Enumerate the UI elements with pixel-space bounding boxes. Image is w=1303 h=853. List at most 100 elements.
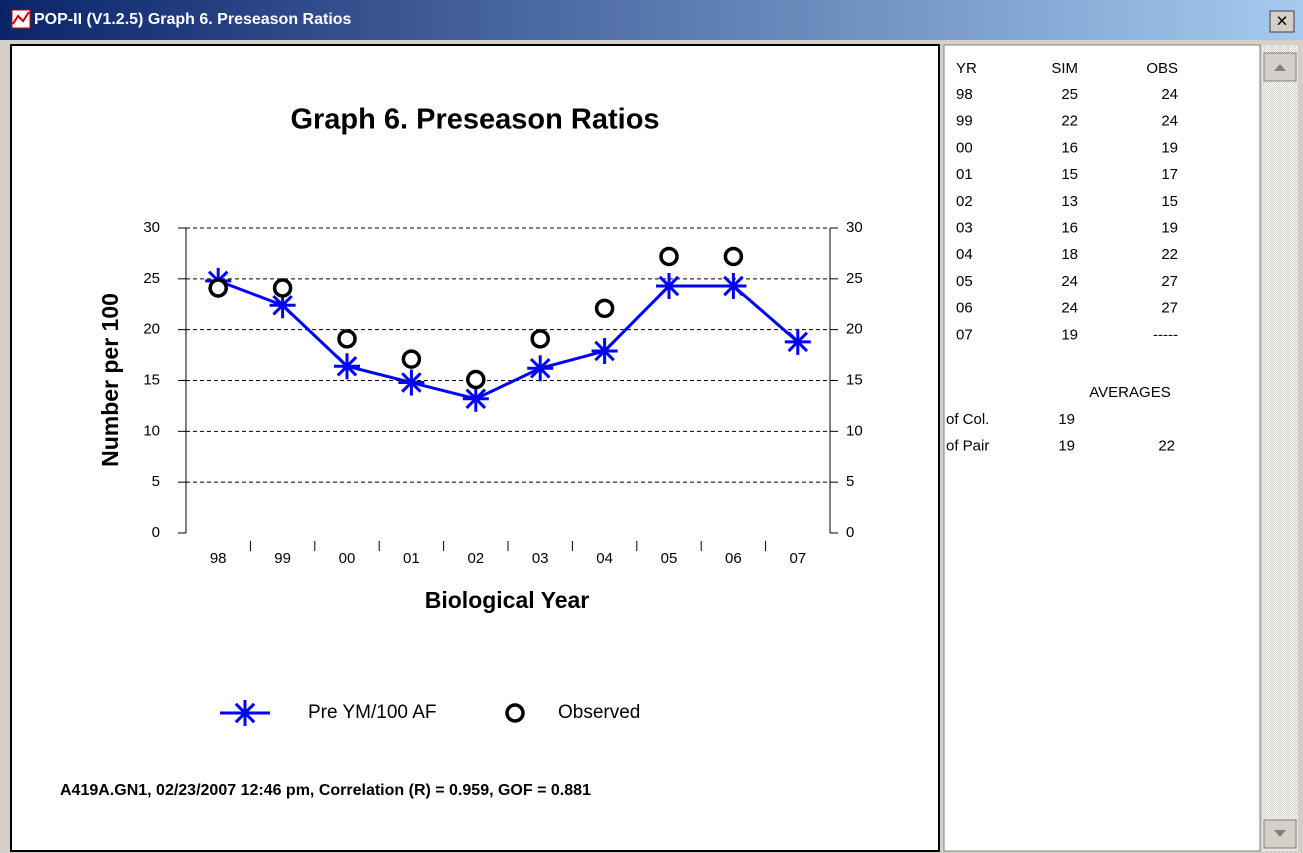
- circle-marker: [466, 369, 486, 390]
- x-tick-label: 06: [725, 550, 742, 567]
- star-marker: [591, 338, 618, 365]
- footer: A419A.GN1, 02/23/2007 12:46 pm, Correlat…: [60, 782, 591, 799]
- series-line: [217, 279, 799, 401]
- y-tick-label: 0: [152, 524, 160, 541]
- table-cell: 18: [1061, 246, 1078, 263]
- marker-spoke: [658, 275, 680, 297]
- y-tick-label: 25: [143, 270, 160, 287]
- table-cell: 00: [956, 139, 973, 156]
- circle-marker: [337, 329, 357, 349]
- y2-tick-label: 20: [846, 321, 863, 338]
- title-bar: [0, 0, 1303, 40]
- x-tick-label: 98: [210, 550, 227, 567]
- table-cell: 24: [1061, 273, 1078, 290]
- circle-marker: [401, 349, 422, 369]
- table-cell: 05: [956, 273, 973, 290]
- y-axis-label: Number per 100: [97, 293, 123, 467]
- averages-title: AVERAGES: [1089, 384, 1170, 401]
- col-header: YR: [956, 60, 977, 77]
- y-tick-label: 5: [152, 473, 160, 490]
- table-cell: 16: [1061, 139, 1078, 156]
- col-header: SIM: [1051, 60, 1078, 77]
- star-marker: [784, 328, 811, 355]
- scroll-up-arrow: [1274, 64, 1286, 71]
- marker-spoke: [529, 358, 551, 379]
- scroll-down-arrow: [1274, 830, 1286, 837]
- star-marker: [527, 355, 554, 382]
- average-cell: 22: [1158, 437, 1175, 454]
- y-tick-label: 10: [143, 422, 160, 439]
- table-cell: 06: [956, 300, 973, 317]
- marker-spoke: [787, 331, 809, 353]
- table-cell: -----: [1153, 326, 1178, 343]
- star-marker: [720, 272, 747, 299]
- circle-marker: [723, 246, 744, 267]
- table-cell: 98: [956, 86, 973, 103]
- x-tick-label: 01: [403, 550, 420, 567]
- table-cell: 24: [1161, 113, 1178, 130]
- y-tick-label: 20: [143, 321, 160, 338]
- table-cell: 19: [1161, 219, 1178, 236]
- y-tick-label: 15: [143, 371, 160, 388]
- marker-spoke: [336, 356, 358, 377]
- table-cell: 22: [1061, 113, 1078, 130]
- y2-tick-label: 0: [846, 524, 854, 541]
- circle-marker: [594, 298, 615, 319]
- table-cell: 01: [956, 166, 973, 183]
- marker-spoke: [401, 372, 422, 393]
- legend-circle: [505, 703, 525, 723]
- table-cell: 15: [1061, 166, 1078, 183]
- y2-tick-label: 15: [846, 371, 863, 388]
- legend-label: Pre YM/100 AF: [308, 702, 437, 723]
- table-cell: 24: [1161, 86, 1178, 103]
- star-marker: [656, 272, 682, 299]
- table-cell: 04: [956, 246, 973, 263]
- table-cell: 99: [956, 113, 973, 130]
- x-tick-label: 02: [467, 550, 484, 567]
- x-axis-label: Biological Year: [425, 587, 590, 613]
- marker-spoke: [465, 388, 487, 410]
- table-cell: 22: [1161, 246, 1178, 263]
- legend-star: [232, 700, 258, 726]
- scrollbar[interactable]: [1262, 45, 1298, 851]
- star-marker: [462, 385, 489, 412]
- average-cell: 19: [1058, 411, 1075, 428]
- table-cell: 07: [956, 326, 973, 343]
- x-tick-label: 04: [596, 550, 613, 567]
- marker-spoke: [272, 295, 293, 316]
- y2-tick-label: 25: [846, 270, 863, 287]
- close-glyph[interactable]: ×: [1276, 10, 1288, 32]
- table-cell: 13: [1061, 193, 1078, 210]
- x-tick-label: 03: [532, 550, 549, 567]
- table-cell: 02: [956, 193, 973, 210]
- marker-spoke: [234, 702, 256, 724]
- y-tick-label: 30: [143, 219, 160, 236]
- chart-panel: [10, 44, 940, 852]
- table-cell: 27: [1161, 300, 1178, 317]
- circle-marker: [272, 278, 293, 298]
- legend-label: Observed: [558, 702, 640, 723]
- circle-marker: [530, 329, 550, 349]
- close-button[interactable]: [1269, 10, 1295, 33]
- chart-title: Graph 6. Preseason Ratios: [290, 104, 659, 136]
- y2-tick-label: 30: [846, 219, 863, 236]
- star-marker: [398, 369, 425, 396]
- marker-spoke: [594, 340, 615, 362]
- circle-marker: [208, 278, 228, 298]
- circle-marker: [659, 246, 679, 267]
- table-cell: 16: [1061, 219, 1078, 236]
- table-cell: 19: [1061, 326, 1078, 343]
- x-tick-label: 05: [661, 550, 678, 567]
- y2-tick-label: 5: [846, 473, 854, 490]
- average-cell: of Pair: [946, 437, 989, 454]
- average-cell: 19: [1058, 437, 1075, 454]
- table-cell: 27: [1161, 273, 1178, 290]
- table-cell: 19: [1161, 139, 1178, 156]
- window-title: POP-II (V1.2.5) Graph 6. Preseason Ratio…: [34, 11, 352, 28]
- average-cell: of Col.: [946, 411, 989, 428]
- y2-tick-label: 10: [846, 422, 863, 439]
- table-cell: 25: [1061, 86, 1078, 103]
- marker-spoke: [723, 275, 744, 297]
